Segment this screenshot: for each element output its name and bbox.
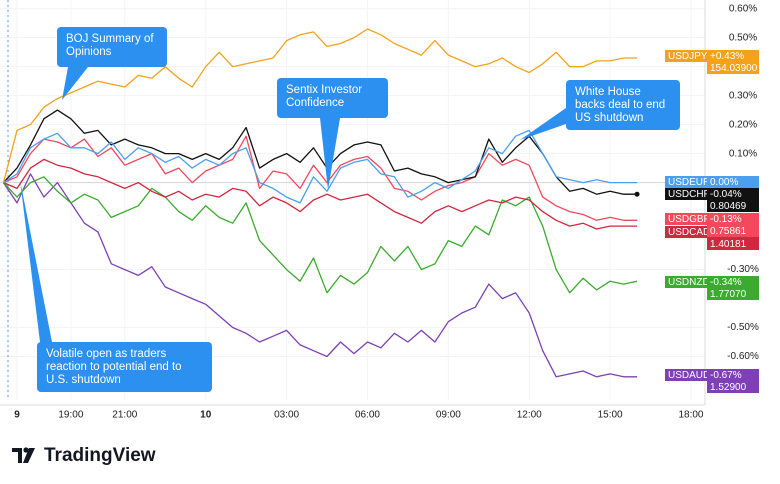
annotation-text: U.S. shutdown (46, 374, 121, 386)
badge-price: 1.52900 (710, 382, 747, 393)
annotation-text: backs deal to end (575, 99, 665, 111)
price-badge: USDAUD -0.67%1.52900 (665, 369, 759, 393)
y-tick-label: -0.30% (727, 264, 759, 275)
logo-mark (23, 448, 35, 463)
badge-price: 1.77070 (710, 289, 747, 300)
y-tick-label: 0.30% (729, 90, 757, 101)
annotation-pointer (320, 118, 340, 190)
y-tick-label: -0.50% (727, 322, 759, 333)
annotation-box (277, 78, 388, 118)
badge-value-bg (707, 188, 759, 212)
x-tick-label: 09:00 (436, 410, 461, 421)
annotation-box (37, 342, 212, 392)
end-dot (634, 191, 640, 197)
price-badge: USDGBP -0.13%0.75861 (665, 213, 759, 237)
legend-entry: USDAUD (668, 370, 710, 381)
legend-entry: USDCAD (668, 227, 710, 238)
logo-mark (12, 448, 22, 463)
axis-group: 0.60%0.50%0.40%0.30%0.20%0.10%-0.30%-0.5… (14, 3, 759, 420)
y-tick-label: 0.50% (729, 32, 757, 43)
badge-name-bg (665, 188, 707, 200)
badge-change: -0.67% (710, 370, 742, 381)
series-line (3, 158, 638, 230)
price-badge: USDNZD -0.34%1.77070 (665, 276, 759, 300)
badge-change: -0.13% (710, 214, 742, 225)
annotation-text: Confidence (286, 97, 344, 109)
annotation-text: Volatile open as traders (46, 348, 166, 360)
badge-name-bg (665, 369, 707, 381)
logo: TradingView (12, 445, 156, 466)
badge-price: 1.40181 (710, 239, 747, 250)
badge-value-bg (707, 213, 759, 237)
series-line (2, 28, 638, 183)
series-line (3, 135, 638, 221)
price-badge: USDJPY +0.43%154.03900 (665, 50, 759, 74)
badge-price: 0.80469 (710, 201, 747, 212)
badge-name-bg (665, 226, 707, 238)
badge-value-bg (707, 176, 759, 188)
series-line (3, 109, 638, 195)
x-tick-label: 21:00 (112, 410, 137, 421)
legend-entry: USDGBP (668, 214, 711, 225)
x-tick-label: 18:00 (678, 410, 703, 421)
annotation-pointer (20, 180, 52, 342)
annotation-box (57, 27, 167, 67)
x-tick-label: 10 (200, 410, 212, 421)
badge-change: -0.34% (710, 277, 742, 288)
annotation-box (566, 80, 680, 130)
legend-entry: USDNZD (668, 277, 710, 288)
badge-name-bg (665, 176, 707, 188)
annotation-pointer (520, 108, 566, 140)
legend-entry: USDEUR (668, 177, 710, 188)
x-tick-label: 15:00 (598, 410, 623, 421)
badge-name-bg (665, 276, 707, 288)
annotation-text: reaction to potential end to (46, 361, 182, 373)
annotation-text: White House (575, 86, 641, 98)
x-tick-label: 9 (14, 410, 20, 421)
annotation-pointer (62, 67, 88, 100)
y-tick-label: 0.60% (729, 3, 757, 14)
x-tick-label: 03:00 (274, 410, 299, 421)
legend-entry: USDJPY (668, 51, 708, 62)
legend-entry: USDCHF (668, 189, 710, 200)
annotation-text: BOJ Summary of (66, 33, 154, 45)
logo-mark (23, 447, 29, 453)
series-line (2, 173, 638, 378)
y-tick-label: -0.60% (727, 351, 759, 362)
badge-change: +0.43% (710, 51, 744, 62)
x-tick-label: 12:00 (517, 410, 542, 421)
badge-name-bg (665, 50, 707, 62)
y-tick-label: 0.20% (729, 119, 757, 130)
badge-change: 0.00% (710, 177, 738, 188)
annotation-text: Sentix Investor (286, 84, 362, 96)
y-tick-label: 0.10% (729, 148, 757, 159)
annotation-text: Opinions (66, 46, 112, 58)
badge-value-bg (707, 276, 759, 300)
brand-name: TradingView (44, 445, 156, 466)
badge-price: 154.03900 (710, 63, 758, 74)
badge-value-bg (707, 369, 759, 393)
price-badge: USDEUR 0.00% (665, 176, 759, 188)
badge-name-bg (665, 213, 707, 225)
x-tick-label: 06:00 (355, 410, 380, 421)
badge-value-bg (707, 50, 759, 74)
annotation-text: US shutdown (575, 112, 643, 124)
price-badge: USDCHF -0.04%0.80469 (665, 188, 759, 212)
badge-price: 0.75861 (710, 226, 747, 237)
badge-change: -0.04% (710, 189, 742, 200)
x-tick-label: 19:00 (58, 410, 83, 421)
